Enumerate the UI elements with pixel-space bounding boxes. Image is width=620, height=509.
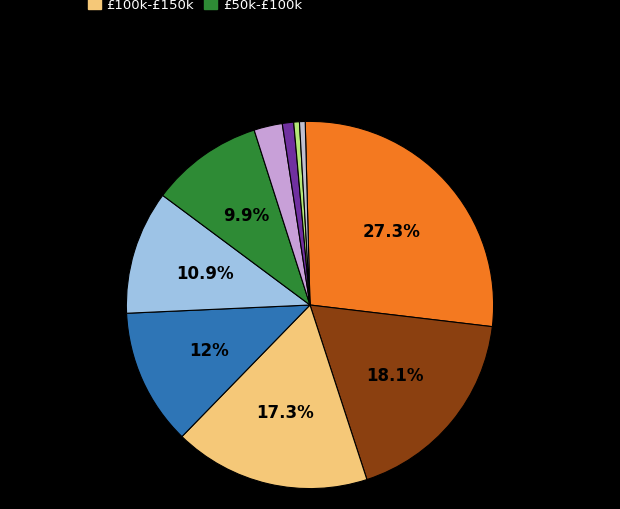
Text: 18.1%: 18.1%	[366, 366, 424, 384]
Wedge shape	[305, 122, 494, 327]
Text: 9.9%: 9.9%	[223, 207, 269, 225]
Wedge shape	[299, 122, 310, 305]
Wedge shape	[294, 123, 310, 305]
Text: 10.9%: 10.9%	[176, 264, 234, 282]
Text: 17.3%: 17.3%	[256, 404, 314, 421]
Wedge shape	[310, 305, 492, 479]
Text: 12%: 12%	[190, 342, 229, 359]
Wedge shape	[254, 124, 310, 305]
Wedge shape	[282, 123, 310, 305]
Wedge shape	[162, 131, 310, 305]
Wedge shape	[126, 196, 310, 314]
Wedge shape	[126, 305, 310, 437]
Legend: £150k-£200k, £200k-£250k, £100k-£150k, £300k-£400k, £250k-£300k, £50k-£100k, £40: £150k-£200k, £200k-£250k, £100k-£150k, £…	[84, 0, 536, 16]
Text: 27.3%: 27.3%	[363, 222, 420, 240]
Wedge shape	[182, 305, 367, 489]
